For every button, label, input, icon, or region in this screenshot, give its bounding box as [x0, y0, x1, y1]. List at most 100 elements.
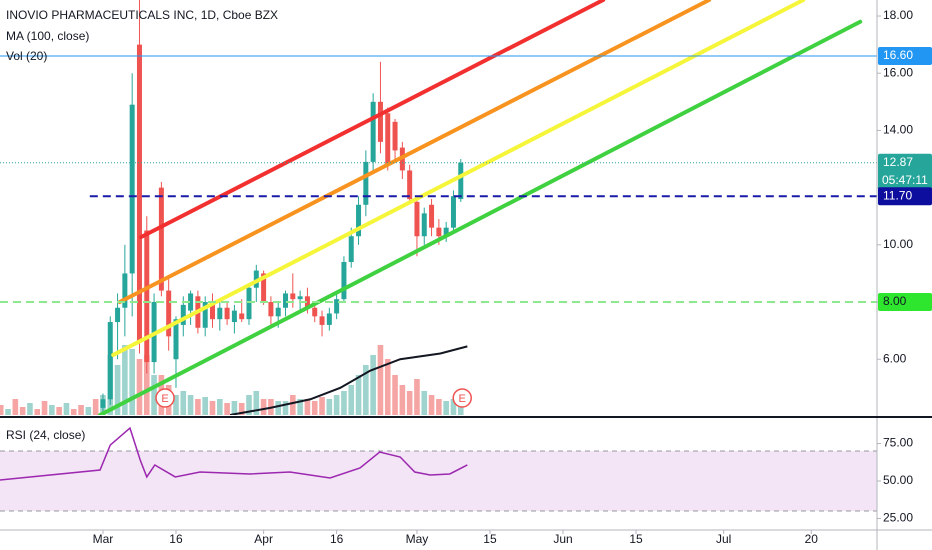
- volume-bar: [319, 397, 325, 415]
- candle-body: [421, 213, 427, 237]
- earnings-label: E: [161, 393, 168, 405]
- rsi-tick-label: 75.00: [883, 436, 913, 450]
- candle-body: [334, 299, 340, 314]
- candle-body: [275, 307, 281, 317]
- volume-bar: [56, 407, 62, 415]
- candle-body: [341, 261, 347, 300]
- candle-body: [188, 293, 194, 311]
- volume-bar: [173, 395, 179, 415]
- volume-bar: [384, 359, 391, 415]
- volume-bar: [0, 405, 4, 415]
- candle-body: [443, 227, 449, 237]
- price-label: 12.87: [883, 155, 913, 169]
- volume-bar: [180, 391, 187, 415]
- volume-bar: [187, 395, 194, 415]
- candle-body: [348, 236, 354, 262]
- candle-body: [231, 310, 237, 323]
- price-label: 11.70: [883, 188, 912, 202]
- y-tick-label: 16.00: [883, 65, 913, 79]
- candle-body: [122, 273, 128, 308]
- channel-line: [98, 19, 863, 415]
- price-label-box: [878, 293, 932, 312]
- price-label-box: [878, 187, 932, 206]
- price-label: 16.60: [883, 48, 913, 62]
- earnings-marker: [452, 388, 472, 408]
- y-tick-label: 6.00: [883, 351, 907, 365]
- x-tick-label: 16: [169, 532, 183, 546]
- volume-bar: [326, 399, 333, 415]
- x-tick-label: Apr: [254, 532, 273, 546]
- candle-body: [450, 196, 456, 228]
- y-tick-label: 18.00: [883, 8, 913, 22]
- volume-bar: [392, 375, 398, 415]
- volume-bar: [209, 401, 216, 415]
- candle-body: [173, 319, 179, 360]
- volume-bar: [355, 375, 362, 415]
- x-tick-label: Jun: [553, 532, 572, 546]
- volume-bar: [428, 395, 435, 415]
- candle-body: [326, 313, 332, 325]
- candle-body: [458, 162, 464, 200]
- volume-bar: [253, 391, 260, 415]
- volume-bar: [377, 345, 384, 415]
- volume-bar: [202, 397, 208, 415]
- volume-bar: [63, 403, 70, 415]
- y-tick-label: 10.00: [883, 237, 913, 251]
- candle-body: [158, 187, 164, 291]
- volume-bar: [122, 345, 128, 415]
- candle-body: [100, 399, 106, 408]
- volume-bar: [238, 403, 245, 415]
- volume-bar: [224, 403, 230, 415]
- volume-bar: [78, 405, 84, 415]
- candle-body: [312, 307, 318, 317]
- volume-bar: [70, 409, 77, 415]
- candle-body: [290, 293, 296, 300]
- volume-bar: [19, 407, 26, 415]
- volume-bar: [151, 375, 157, 415]
- x-tick-label: 15: [483, 532, 497, 546]
- x-tick-label: 20: [805, 532, 819, 546]
- candle-body: [414, 201, 420, 237]
- candle-body: [363, 161, 369, 205]
- volume-bar: [136, 359, 143, 415]
- candle-body: [392, 121, 398, 151]
- x-tick-label: Mar: [93, 532, 114, 546]
- candle-body: [429, 204, 435, 228]
- price-label-box: [878, 153, 932, 190]
- volume-bar: [114, 365, 121, 415]
- rsi-tick-label: 25.00: [883, 511, 913, 525]
- candle-body: [239, 313, 245, 320]
- volume-bar: [399, 385, 406, 415]
- moving-average-line: [229, 345, 468, 415]
- candle-body: [377, 101, 383, 142]
- volume-bar: [421, 391, 428, 415]
- rsi-line: [0, 426, 468, 481]
- volume-bar: [290, 395, 296, 415]
- candle-body: [319, 316, 325, 325]
- volume-bar: [85, 407, 92, 415]
- volume-bar: [27, 403, 33, 415]
- earnings-marker: [155, 388, 175, 408]
- candle-body: [202, 302, 208, 328]
- rsi-band: [0, 451, 877, 511]
- candle-body: [385, 113, 391, 165]
- candle-body: [304, 296, 310, 308]
- candle-body: [356, 204, 362, 237]
- volume-bar: [341, 391, 347, 415]
- countdown-label: 05:47:11: [882, 173, 928, 187]
- y-tick-label: 14.00: [883, 123, 913, 137]
- x-tick-label: 15: [629, 532, 643, 546]
- volume-bar: [246, 395, 252, 415]
- candle-body: [166, 290, 172, 337]
- candle-body: [283, 293, 289, 308]
- volume-bar: [216, 399, 223, 415]
- candle-body: [407, 170, 413, 200]
- candle-body: [261, 273, 267, 303]
- price-label: 8.00: [883, 294, 907, 308]
- rsi-legend: RSI (24, close): [6, 428, 85, 442]
- overlay-labels: INOVIO PHARMACEUTICALS INC, 1D, Cboe BZX…: [6, 8, 278, 442]
- candle-body: [224, 307, 230, 320]
- volume-bar: [450, 399, 457, 415]
